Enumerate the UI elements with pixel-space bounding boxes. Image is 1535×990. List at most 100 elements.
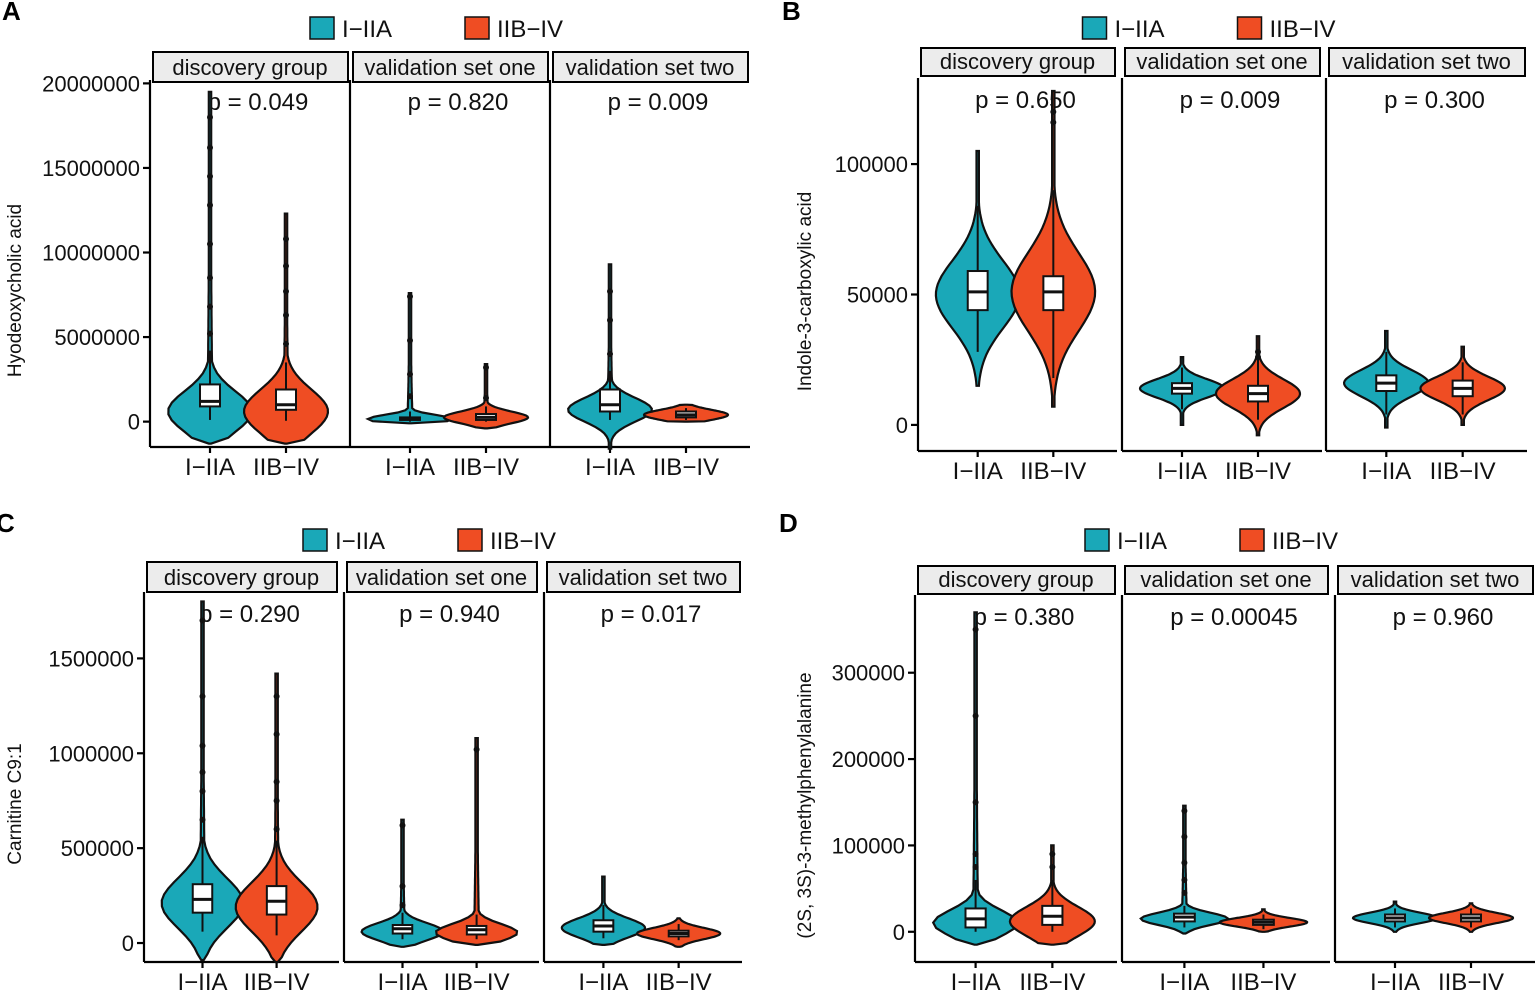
x-tick-label: I−IIA	[1361, 458, 1411, 485]
facet-strip-label: validation set one	[356, 565, 527, 590]
outlier-point	[407, 371, 413, 378]
p-value-label: p = 0.650	[975, 87, 1076, 114]
facet-strip-label: validation set two	[1351, 567, 1520, 592]
legend: I−IIA IIB−IV	[1081, 16, 1336, 43]
outlier-point	[1255, 348, 1261, 355]
outlier-point	[972, 626, 979, 633]
outlier-point	[1181, 876, 1188, 883]
outlier-point	[399, 883, 406, 890]
y-tick-label: 0	[128, 410, 140, 435]
violin-late	[234, 672, 319, 964]
y-tick-label: 1000000	[48, 741, 134, 766]
facet-strip	[546, 561, 741, 593]
outlier-point	[972, 799, 979, 806]
panel-letter: B	[782, 0, 801, 26]
violin-early	[365, 292, 455, 425]
x-tick-label: I−IIA	[953, 458, 1003, 485]
outlier-point	[207, 144, 213, 151]
outlier-point	[207, 330, 213, 337]
facet-strip-label: discovery group	[164, 565, 319, 590]
facet-strip	[552, 51, 749, 83]
p-value-label: p = 0.00045	[1170, 604, 1297, 631]
outlier-point	[273, 693, 280, 700]
y-axis-title: Carnitine C9:1	[5, 743, 26, 864]
legend-key-early	[302, 528, 328, 552]
outlier-point	[199, 788, 206, 795]
x-tick-label: I−IIA	[951, 969, 1001, 990]
y-axis-title: Hyodeoxycholic acid	[5, 204, 26, 377]
outlier-point	[273, 731, 280, 738]
x-tick-label: IIB−IV	[1019, 969, 1085, 990]
x-tick-label: I−IIA	[185, 454, 235, 481]
outlier-point	[207, 114, 213, 121]
facet-discovery-group: discovery group p = 0.650 I−IIA IIB−IV	[916, 47, 1117, 485]
outlier-point	[199, 769, 206, 776]
facet-strip-label: validation set two	[1342, 49, 1511, 74]
facet-validation-set-one: validation set one p = 0.820 I−IIA IIB−IV	[348, 51, 550, 481]
x-tick-label: I−IIA	[385, 454, 435, 481]
panel-b: B I−IIA IIB−IV Indole-3-carboxylic acid 0 500…	[782, 0, 1527, 485]
outlier-point	[207, 202, 213, 209]
x-tick-label: IIB−IV	[253, 454, 319, 481]
outlier-point	[473, 746, 480, 753]
y-tick-label: 15000000	[42, 156, 140, 181]
facet-validation-set-one: validation set one p = 0.940 I−IIA IIB−IV	[342, 561, 539, 990]
x-tick-label: I−IIA	[177, 969, 227, 990]
outlier-point	[1050, 108, 1057, 115]
legend-label: I−IIA	[1115, 16, 1165, 43]
violin-early	[931, 611, 1020, 946]
facet-strip-label: validation set one	[1140, 567, 1311, 592]
x-tick-label: I−IIA	[578, 969, 628, 990]
x-tick-label: IIB−IV	[453, 454, 519, 481]
legend-key-late	[457, 528, 483, 552]
x-tick-label: I−IIA	[1159, 969, 1209, 990]
outlier-point	[283, 340, 289, 347]
outlier-point	[483, 364, 489, 371]
outlier-point	[1181, 807, 1188, 814]
outlier-point	[1049, 864, 1056, 871]
violin-late	[242, 212, 330, 445]
facet-strip	[917, 565, 1116, 595]
panel-d: D I−IIA IIB−IV (2S, 3S)-3-methylphenylalani…	[779, 508, 1535, 990]
outlier-point	[207, 173, 213, 180]
legend: I−IIA IIB−IV	[302, 528, 556, 555]
x-tick-label: I−IIA	[585, 454, 635, 481]
outlier-point	[972, 864, 979, 871]
legend: I−IIA IIB−IV	[309, 16, 563, 43]
facet-strip	[152, 51, 349, 83]
facet-strip-label: discovery group	[172, 55, 327, 80]
facet-strip	[1328, 47, 1526, 77]
panel-letter: D	[779, 508, 798, 538]
x-tick-label: IIB−IV	[646, 969, 712, 990]
outlier-point	[199, 617, 206, 624]
legend: I−IIA IIB−IV	[1084, 528, 1338, 555]
facet-validation-set-one: validation set one p = 0.009 I−IIA IIB−IV	[1120, 47, 1322, 485]
legend-label: I−IIA	[335, 528, 385, 555]
outlier-point	[199, 816, 206, 823]
x-tick-label: IIB−IV	[1230, 969, 1296, 990]
panel-letter: C	[0, 508, 15, 538]
outlier-point	[1181, 833, 1188, 840]
y-tick-label: 20000000	[42, 71, 140, 96]
box	[599, 388, 621, 413]
outlier-point	[607, 288, 613, 295]
legend-label: IIB−IV	[1272, 528, 1338, 555]
panel-c: C I−IIA IIB−IV Carnitine C9:1 0 500000 1000000…	[0, 508, 742, 990]
legend-label: IIB−IV	[1270, 16, 1336, 43]
outlier-point	[207, 241, 213, 248]
outlier-point	[1049, 851, 1056, 858]
p-value-label: p = 0.380	[974, 604, 1075, 631]
p-value-label: p = 0.940	[399, 601, 500, 628]
x-tick-label: IIB−IV	[444, 969, 510, 990]
outlier-point	[972, 712, 979, 719]
outlier-point	[283, 288, 289, 295]
x-tick-label: I−IIA	[1370, 969, 1420, 990]
outlier-point	[273, 797, 280, 804]
outlier-point	[199, 742, 206, 749]
legend-label: I−IIA	[342, 16, 392, 43]
x-tick-label: IIB−IV	[244, 969, 310, 990]
y-tick-label: 1500000	[48, 646, 134, 671]
legend-key-early	[1081, 16, 1108, 40]
x-tick-label: IIB−IV	[1020, 458, 1086, 485]
outlier-point	[273, 826, 280, 833]
